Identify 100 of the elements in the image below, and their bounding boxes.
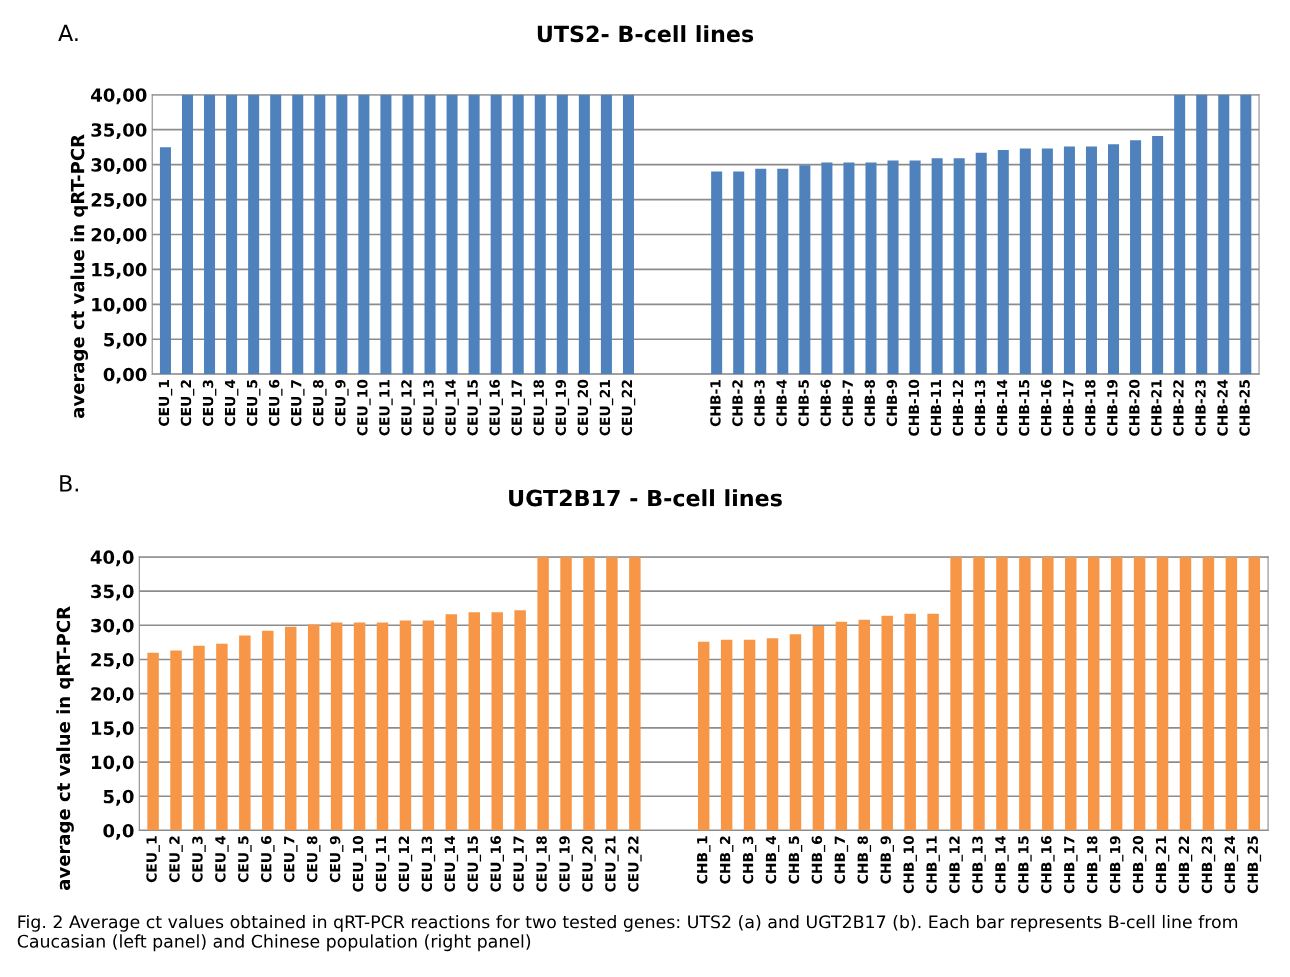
bar (537, 556, 549, 831)
x-tick-label: CHB-6 (820, 379, 831, 427)
bar (468, 612, 481, 831)
x-tick-label: CHB_10 (903, 835, 917, 894)
x-tick-label: CHB-10 (908, 379, 920, 436)
x-tick-label: CEU_5 (246, 380, 261, 426)
bar (909, 160, 921, 375)
bar (931, 158, 943, 375)
bar (193, 645, 205, 831)
x-tick-label: CEU_10 (357, 379, 371, 436)
x-tick-label: CHB_4 (765, 835, 780, 884)
bar (556, 94, 568, 375)
bar (262, 630, 274, 831)
x-tick-label: CHB_18 (1086, 836, 1101, 894)
y-tick-label: 20,0 (91, 687, 134, 704)
x-tick-label: CHB_24 (1224, 835, 1239, 894)
x-tick-label: CEU_6 (268, 379, 283, 426)
bar (1108, 144, 1120, 375)
x-tick-label: CHB-8 (864, 379, 876, 427)
caption: Fig. 2 Average ct values obtained in qRT-PCR reactions for two tested genes: UTS2 (a) and UGT2B17 (b). Each bar represents B-cell line from Caucasian (left panel) and Chinese population (right panel) (17, 914, 1238, 952)
bar (997, 149, 1009, 375)
bar (376, 622, 389, 831)
bar (399, 620, 412, 831)
x-tick-label: CEU_14 (444, 835, 459, 892)
bar (881, 615, 893, 831)
x-tick-label: CHB_1 (696, 836, 711, 884)
x-tick-label: CEU_22 (621, 380, 636, 436)
x-tick-label: CEU_7 (290, 380, 305, 426)
bar (226, 94, 238, 375)
bar (330, 622, 343, 831)
x-tick-label: CEU_4 (224, 379, 239, 426)
x-tick-label: CHB-13 (974, 380, 986, 436)
bar (353, 622, 366, 831)
bar (490, 94, 502, 375)
x-tick-label: CEU_12 (401, 380, 415, 436)
x-tick-label: CHB-24 (1217, 379, 1228, 436)
x-tick-label: CEU_6 (261, 836, 275, 883)
x-tick-label: CEU_4 (215, 835, 229, 883)
bar (491, 612, 503, 831)
x-tick-label: CHB-25 (1239, 380, 1250, 436)
x-tick-label: CHB_19 (1109, 836, 1124, 894)
x-tick-label: CHB_15 (1018, 836, 1032, 894)
y-tick-label: 30,00 (91, 158, 147, 175)
bar (358, 94, 370, 375)
y-tick-label: 0,0 (103, 823, 134, 840)
x-tick-label: CHB-22 (1173, 380, 1184, 436)
bar (697, 641, 710, 831)
bar (248, 94, 260, 375)
bar (812, 625, 825, 831)
x-tick-label: CHB_17 (1063, 836, 1078, 894)
x-tick-label: CEU_2 (169, 836, 183, 883)
bar (446, 94, 458, 375)
x-tick-label: CEU_3 (192, 836, 206, 883)
y-axis-title: average ct value in qRT-PCR (70, 134, 89, 418)
y-tick-label: 0,00 (103, 367, 147, 384)
bar (1130, 140, 1142, 375)
bar (799, 165, 811, 375)
x-tick-label: CHB-4 (776, 379, 787, 427)
bar (1240, 94, 1252, 375)
bar (629, 556, 641, 831)
bar (953, 158, 965, 375)
bar (835, 621, 848, 831)
y-tick-label: 15,0 (91, 721, 134, 738)
bar (314, 94, 326, 375)
x-tick-label: CEU_16 (489, 379, 503, 436)
x-tick-label: CHB-20 (1129, 379, 1140, 436)
bar (307, 624, 320, 831)
bar (606, 556, 618, 831)
bar (402, 94, 414, 375)
chart-title: UTS2- B-cell lines (537, 25, 754, 43)
x-tick-label: CEU_18 (533, 379, 548, 436)
bar (514, 610, 526, 831)
x-tick-label: CEU_18 (536, 836, 550, 892)
bar (512, 94, 524, 375)
x-tick-label: CHB_6 (811, 836, 826, 884)
bar (170, 650, 182, 831)
x-tick-label: CEU_22 (628, 836, 642, 892)
bar (1218, 94, 1230, 375)
x-tick-label: CHB-9 (886, 379, 898, 427)
bar (777, 168, 789, 375)
bar (821, 162, 833, 375)
x-tick-label: CHB-11 (930, 380, 942, 436)
x-tick-label: CEU_3 (202, 380, 217, 426)
x-tick-label: CEU_13 (421, 836, 436, 892)
x-tick-label: CEU_11 (375, 836, 390, 892)
x-tick-label: CHB_2 (719, 836, 734, 884)
x-tick-label: CEU_14 (445, 379, 459, 436)
bar (292, 94, 304, 375)
chart-title: UGT2B17 - B-cell lines (509, 489, 782, 507)
x-tick-label: CEU_1 (146, 836, 160, 883)
bar (239, 635, 251, 831)
x-tick-label: CEU_5 (238, 836, 252, 883)
y-tick-label: 35,00 (91, 123, 147, 140)
x-tick-label: CHB-2 (732, 380, 743, 427)
x-tick-label: CEU_17 (511, 380, 526, 436)
x-tick-label: CHB-3 (754, 380, 765, 427)
bar (285, 626, 297, 831)
y-tick-label: 10,00 (92, 297, 147, 314)
bar (743, 639, 756, 831)
x-tick-label: CHB_21 (1155, 836, 1170, 894)
